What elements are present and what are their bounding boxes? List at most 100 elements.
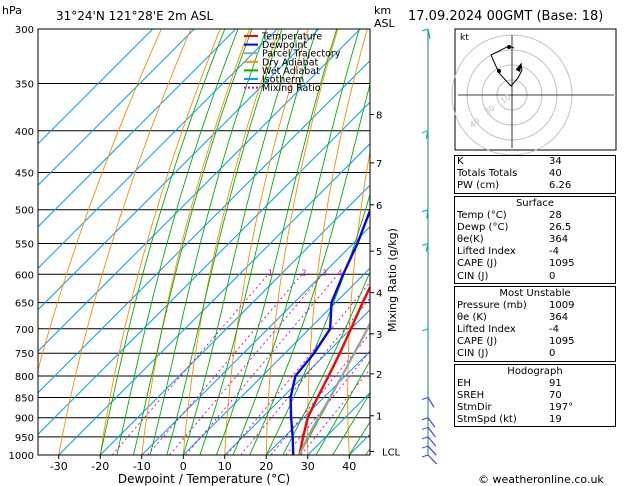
dry-adiabat-line bbox=[307, 29, 368, 455]
isotherm-line bbox=[99, 184, 370, 455]
mu-row: CIN (J) 0 bbox=[457, 348, 613, 360]
wind-barb-flag bbox=[421, 242, 429, 246]
isotherm-line bbox=[141, 226, 370, 455]
hodograph-indices-box: Hodograph EH 91 SREH 70 StmDir 197° StmSpd … bbox=[454, 363, 616, 428]
wind-barb-flag bbox=[421, 209, 429, 213]
altitude-label: 7 bbox=[376, 159, 382, 170]
hodo-row: EH 91 bbox=[457, 378, 613, 390]
totals-label: Totals Totals bbox=[457, 168, 518, 180]
wind-barb bbox=[427, 436, 437, 447]
dry-adiabat-line bbox=[224, 29, 309, 455]
wet-adiabat-line bbox=[249, 82, 370, 455]
hodo-value: 91 bbox=[549, 377, 562, 389]
legend-label: Parcel Trajectory bbox=[262, 49, 341, 60]
surface-label: CIN (J) bbox=[457, 270, 489, 282]
mixing-ratio-label: 25 bbox=[443, 268, 453, 277]
hodo-row: StmDir 197° bbox=[457, 402, 613, 414]
mixing-ratio-label: 3 bbox=[322, 268, 327, 277]
pressure-tick-label: 850 bbox=[15, 393, 34, 404]
wind-barb-flag bbox=[421, 397, 429, 400]
surface-value: 0 bbox=[549, 270, 556, 282]
indices-panel: K 34 Totals Totals 40 PW (cm) 6.26 Surface … bbox=[454, 155, 616, 429]
wind-barb bbox=[427, 28, 431, 39]
dry-adiabat-line bbox=[58, 29, 192, 455]
surface-row: θe(K) 364 bbox=[457, 234, 613, 246]
asl-label: ASL bbox=[374, 17, 396, 30]
wind-barb-flag bbox=[421, 328, 429, 332]
hodo-row: SREH 70 bbox=[457, 390, 613, 402]
most-unstable-title: Most Unstable bbox=[499, 287, 571, 299]
isotherm-line bbox=[38, 29, 154, 145]
altitude-label: 4 bbox=[376, 289, 382, 300]
altitude-label: 1 bbox=[376, 412, 382, 423]
wind-barb bbox=[427, 417, 436, 428]
dry-adiabat-line bbox=[141, 29, 251, 455]
hodo-label: StmDir bbox=[457, 402, 492, 413]
altitude-label: 5 bbox=[376, 247, 382, 258]
wind-barb-flag bbox=[421, 454, 429, 458]
pressure-tick-label: 550 bbox=[15, 239, 34, 250]
wind-barb-flag bbox=[421, 28, 429, 32]
altitude-label: 8 bbox=[376, 110, 382, 121]
x-axis-label: Dewpoint / Temperature (°C) bbox=[118, 472, 290, 486]
wind-barb bbox=[426, 209, 429, 219]
surface-row: Lifted Index -4 bbox=[457, 246, 613, 258]
legend-label: Temperature bbox=[261, 32, 322, 43]
surface-value: 1095 bbox=[549, 258, 575, 270]
dry-adiabat-line bbox=[38, 29, 162, 372]
temperature-tick-label: -30 bbox=[50, 460, 68, 473]
mixing-ratio-line bbox=[185, 273, 339, 455]
mu-value: 364 bbox=[549, 311, 569, 323]
temperature-tick-label: 20 bbox=[259, 460, 273, 473]
mu-value: 1009 bbox=[549, 299, 575, 311]
pressure-tick-label: 700 bbox=[15, 325, 34, 336]
mu-label: CAPE (J) bbox=[457, 336, 498, 348]
mixing-ratio-label: 20 bbox=[429, 268, 439, 277]
wind-barb-flag bbox=[421, 445, 429, 449]
hodograph-indices-title: Hodograph bbox=[507, 365, 563, 377]
surface-label: CAPE (J) bbox=[457, 258, 498, 270]
mixing-ratio-label: 8 bbox=[376, 268, 381, 277]
hodo-value: 70 bbox=[549, 389, 562, 401]
mu-value: 0 bbox=[549, 348, 556, 360]
mixing-ratio-line bbox=[300, 368, 370, 455]
pressure-tick-label: 300 bbox=[15, 25, 34, 36]
isotherm-line bbox=[58, 143, 370, 455]
surface-box: Surface Temp (°C) 28 Dewp (°C) 26.5 θe(K) 3… bbox=[454, 195, 616, 284]
surface-value: 364 bbox=[549, 233, 569, 245]
pressure-tick-label: 900 bbox=[15, 414, 34, 425]
mixing-ratio-line bbox=[226, 281, 370, 455]
hodograph-frame bbox=[454, 28, 617, 151]
wet-adiabat-line bbox=[315, 359, 370, 455]
surface-row: CAPE (J) 1095 bbox=[457, 258, 613, 270]
temperature-tick-label: 30 bbox=[301, 460, 315, 473]
surface-label: θe(K) bbox=[457, 233, 484, 245]
most-unstable-box: Most Unstable Pressure (mb) 1009 θe (K) 36… bbox=[454, 285, 616, 362]
wet-adiabat-line bbox=[99, 29, 226, 455]
surface-row: CIN (J) 0 bbox=[457, 271, 613, 283]
copyright: © weatheronline.co.uk bbox=[478, 473, 604, 486]
altitude-label: LCL bbox=[382, 447, 401, 458]
mixing-ratio-label: 2 bbox=[301, 268, 306, 277]
pw-row: PW (cm) 6.26 bbox=[457, 180, 613, 192]
isotherm-line bbox=[38, 29, 278, 269]
wet-adiabat-line bbox=[182, 29, 300, 455]
mixing-ratio-axis-label: Mixing Ratio (g/kg) bbox=[386, 228, 399, 332]
hodo-label: StmSpd (kt) bbox=[457, 414, 517, 426]
totals-row: Totals Totals 40 bbox=[457, 168, 613, 180]
pressure-unit-label: hPa bbox=[2, 4, 22, 17]
wind-barb bbox=[427, 454, 438, 465]
mu-row: θe (K) 364 bbox=[457, 312, 613, 324]
mixing-ratio-label: 4 bbox=[337, 268, 342, 277]
wind-barb bbox=[427, 445, 437, 456]
surface-label: Temp (°C) bbox=[457, 209, 507, 221]
wind-profile bbox=[421, 28, 438, 465]
location-title: 31°24'N 121°28'E 2m ASL bbox=[56, 9, 213, 23]
indices-top-box: K 34 Totals Totals 40 PW (cm) 6.26 bbox=[454, 155, 616, 194]
mixing-ratio-line bbox=[270, 332, 370, 455]
surface-label: Dewp (°C) bbox=[457, 221, 509, 233]
pressure-tick-label: 400 bbox=[15, 127, 34, 138]
